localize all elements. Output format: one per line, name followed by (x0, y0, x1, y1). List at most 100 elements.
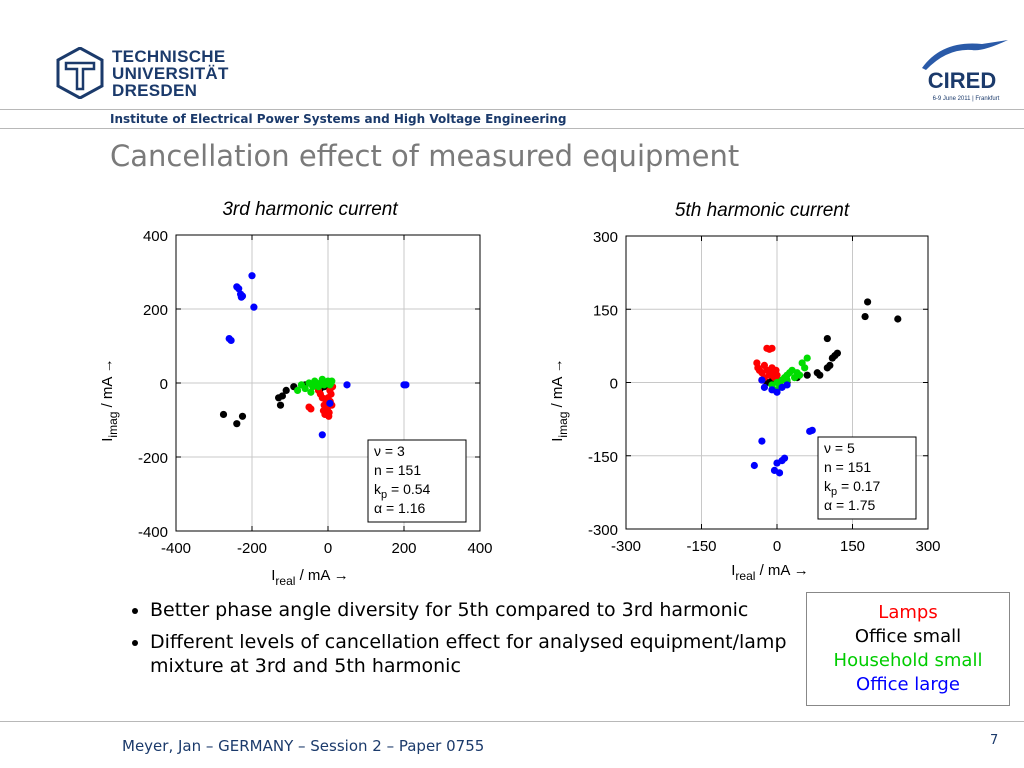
legend-item-household-small: Household small (833, 650, 983, 671)
data-point (235, 285, 243, 293)
y-tick-label: 0 (610, 376, 618, 393)
parameter-box (367, 439, 467, 523)
data-point (833, 349, 842, 357)
data-point (816, 371, 824, 379)
footer-divider (0, 721, 1024, 722)
y-tick-label: -200 (138, 450, 168, 467)
data-point (307, 388, 315, 396)
x-tick-label: 150 (840, 538, 865, 555)
x-tick-label: -300 (611, 538, 641, 555)
legend-box: Lamps Office small Household small Offic… (806, 592, 1010, 706)
x-tick-label: -400 (161, 540, 191, 557)
cired-logo-subtext: 6-9 June 2011 | Frankfurt (933, 96, 1000, 102)
data-point (823, 334, 831, 343)
data-point (758, 376, 766, 384)
data-point (750, 461, 758, 470)
data-point (801, 364, 809, 372)
data-point (248, 272, 256, 280)
data-point (864, 298, 872, 306)
legend-item-office-small: Office small (854, 626, 962, 647)
chart-title: 3rd harmonic current (222, 199, 398, 220)
parameter-label: α = 1.75 (824, 497, 876, 513)
parameter-label: n = 151 (824, 459, 871, 475)
x-tick-label: 0 (773, 538, 781, 555)
data-point (327, 390, 335, 398)
data-point (768, 344, 776, 352)
university-name: TECHNISCHE UNIVERSITÄT DRESDEN (112, 48, 229, 99)
x-tick-label: 200 (391, 540, 416, 557)
charts-area: 3rd harmonic current -400 -200 0 200 400 -400 -… (99, 199, 941, 588)
data-point (328, 377, 336, 385)
data-point (343, 381, 351, 389)
chart-title: 5th harmonic current (675, 200, 850, 221)
data-point (325, 412, 333, 420)
x-axis-label: Ireal / mA → (271, 567, 349, 588)
data-point (238, 292, 247, 300)
footer-text: Meyer, Jan – GERMANY – Session 2 – Paper… (122, 737, 485, 755)
x-tick-label: -150 (686, 538, 716, 555)
y-tick-label: -150 (588, 449, 618, 466)
y-tick-label: -300 (588, 522, 618, 539)
legend-item-lamps: Lamps (878, 602, 938, 623)
data-point (326, 399, 334, 407)
cired-logo-text: CIRED (928, 68, 996, 93)
data-point (233, 420, 241, 428)
parameter-label: α = 1.16 (374, 500, 426, 516)
page-title: Cancellation effect of measured equipmen… (110, 139, 740, 173)
y-tick-label: 0 (160, 376, 168, 393)
y-tick-label: 400 (143, 228, 168, 245)
y-axis-label: Iimag / mA → (549, 358, 570, 442)
data-point (319, 407, 328, 415)
data-point (227, 336, 235, 345)
y-tick-label: 150 (593, 302, 618, 319)
data-point (775, 469, 784, 477)
x-tick-label: 300 (915, 538, 940, 555)
data-point (796, 371, 804, 379)
y-axis-label: Iimag / mA → (99, 358, 120, 442)
y-tick-label: 200 (143, 302, 168, 319)
cired-logo: CIRED 6-9 June 2011 | Frankfurt (912, 38, 1012, 104)
data-point (250, 303, 258, 311)
header-divider-bottom (0, 128, 1024, 129)
parameter-box (817, 436, 917, 520)
x-tick-label: -200 (237, 540, 267, 557)
data-point (861, 312, 869, 321)
tud-emblem-icon (56, 46, 104, 100)
header-divider-top (0, 109, 1024, 110)
parameter-label: kp = 0.17 (824, 478, 881, 498)
data-point (760, 383, 769, 391)
university-line-1: TECHNISCHE (112, 47, 226, 66)
data-point (826, 361, 834, 370)
university-line-2: UNIVERSITÄT (112, 64, 229, 83)
parameter-label: n = 151 (374, 462, 421, 478)
data-point (318, 431, 326, 439)
parameter-label: kp = 0.54 (374, 481, 431, 501)
data-point (783, 381, 791, 389)
x-axis-label: Ireal / mA → (731, 562, 809, 583)
data-point (808, 426, 816, 434)
data-point (307, 405, 315, 413)
data-point (294, 386, 302, 394)
data-point (780, 454, 789, 462)
data-point (314, 383, 323, 391)
parameter-label: ν = 3 (374, 443, 405, 459)
data-point (773, 388, 781, 396)
bullet-item: Different levels of cancellation effect … (150, 630, 792, 678)
cired-logo-icon: CIRED 6-9 June 2011 | Frankfurt (922, 40, 1008, 102)
data-point (276, 401, 285, 409)
bullet-item: Better phase angle diversity for 5th com… (150, 598, 792, 622)
x-tick-label: 400 (467, 540, 492, 557)
page-number: 7 (990, 733, 999, 748)
bullet-list: Better phase angle diversity for 5th com… (112, 598, 792, 686)
data-point (894, 315, 902, 323)
data-point (238, 412, 247, 420)
data-point (758, 437, 766, 445)
parameter-label: ν = 5 (824, 440, 855, 456)
data-point (402, 381, 410, 389)
data-point (219, 410, 228, 419)
university-line-3: DRESDEN (112, 81, 198, 100)
x-tick-label: 0 (324, 540, 332, 557)
data-point (803, 371, 811, 379)
tud-logo (56, 46, 104, 100)
data-point (278, 392, 286, 400)
